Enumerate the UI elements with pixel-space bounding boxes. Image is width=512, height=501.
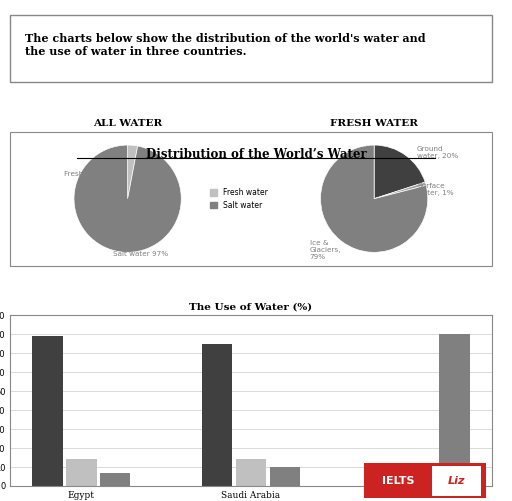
FancyBboxPatch shape [10, 132, 492, 266]
Bar [32, 336, 62, 486]
Wedge shape [74, 145, 181, 253]
Bar [371, 469, 402, 486]
Text: Salt water 97%: Salt water 97% [114, 252, 168, 258]
Title: The Use of Water (%): The Use of Water (%) [189, 303, 312, 312]
Legend: Fresh water, Salt water: Fresh water, Salt water [206, 185, 271, 212]
Title: ALL WATER: ALL WATER [93, 119, 162, 128]
Bar [66, 459, 97, 486]
Bar [405, 465, 436, 486]
Title: FRESH WATER: FRESH WATER [330, 119, 418, 128]
Text: Ice &
Glaciers,
79%: Ice & Glaciers, 79% [310, 240, 342, 260]
Bar [269, 467, 300, 486]
Text: Fresh water
3%: Fresh water 3% [63, 171, 106, 183]
FancyBboxPatch shape [364, 463, 486, 498]
FancyBboxPatch shape [10, 15, 492, 82]
Text: Ground
water, 20%: Ground water, 20% [417, 146, 458, 159]
Text: The charts below show the distribution of the world's water and
the use of water: The charts below show the distribution o… [25, 33, 425, 57]
Bar [439, 334, 470, 486]
Text: Distribution of the World’s Water: Distribution of the World’s Water [145, 148, 367, 161]
Wedge shape [374, 182, 426, 199]
Wedge shape [321, 145, 428, 253]
FancyBboxPatch shape [432, 466, 481, 495]
Text: Liz: Liz [448, 476, 465, 486]
Bar [100, 473, 131, 486]
Wedge shape [374, 145, 425, 199]
Wedge shape [127, 145, 138, 199]
Bar [236, 459, 266, 486]
Bar [202, 344, 232, 486]
Text: IELTS: IELTS [381, 476, 414, 486]
Text: Surface
water, 1%: Surface water, 1% [417, 183, 454, 196]
